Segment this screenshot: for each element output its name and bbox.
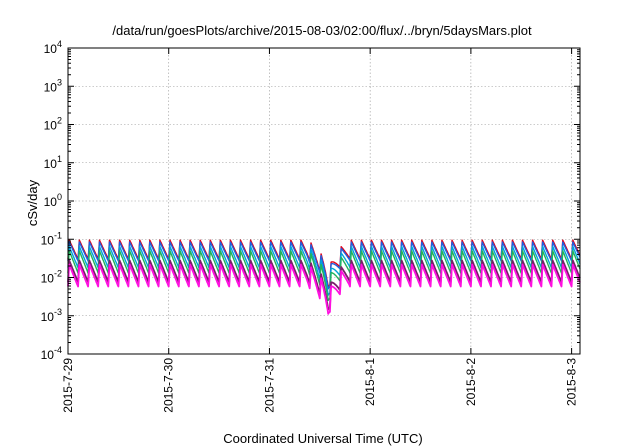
x-tick-label: 2015-7-29	[61, 358, 75, 413]
y-tick-label: 104	[44, 39, 62, 56]
x-tick-label: 2015-8-1	[363, 358, 377, 406]
y-tick-label: 10-3	[41, 307, 62, 324]
x-axis-label: Coordinated Universal Time (UTC)	[223, 431, 422, 446]
series-line	[67, 241, 581, 290]
y-tick-label: 100	[44, 192, 62, 209]
y-tick-label: 10-1	[41, 230, 62, 247]
x-tick-label: 2015-8-2	[464, 358, 478, 406]
y-tick-label: 102	[44, 116, 62, 133]
y-tick-label: 10-2	[41, 269, 62, 286]
axis-ticks: 10-4 10-3 10-2 10-1 100 101 102 103 104 2015-7-29…	[41, 39, 580, 413]
chart-title: /data/run/goesPlots/archive/2015-08-03/0…	[112, 23, 532, 38]
x-tick-label: 2015-7-30	[162, 358, 176, 413]
y-axis-label: cSv/day	[25, 179, 40, 226]
series-line	[67, 263, 581, 315]
series-line	[67, 250, 581, 302]
grid	[68, 48, 580, 354]
series-group	[67, 239, 581, 315]
x-tick-label: 2015-7-31	[262, 358, 276, 413]
series-line	[67, 245, 581, 296]
y-tick-label: 101	[44, 154, 62, 171]
x-tick-label: 2015-8-3	[565, 358, 579, 406]
y-tick-label: 103	[44, 77, 62, 94]
y-tick-label: 10-4	[41, 345, 62, 362]
